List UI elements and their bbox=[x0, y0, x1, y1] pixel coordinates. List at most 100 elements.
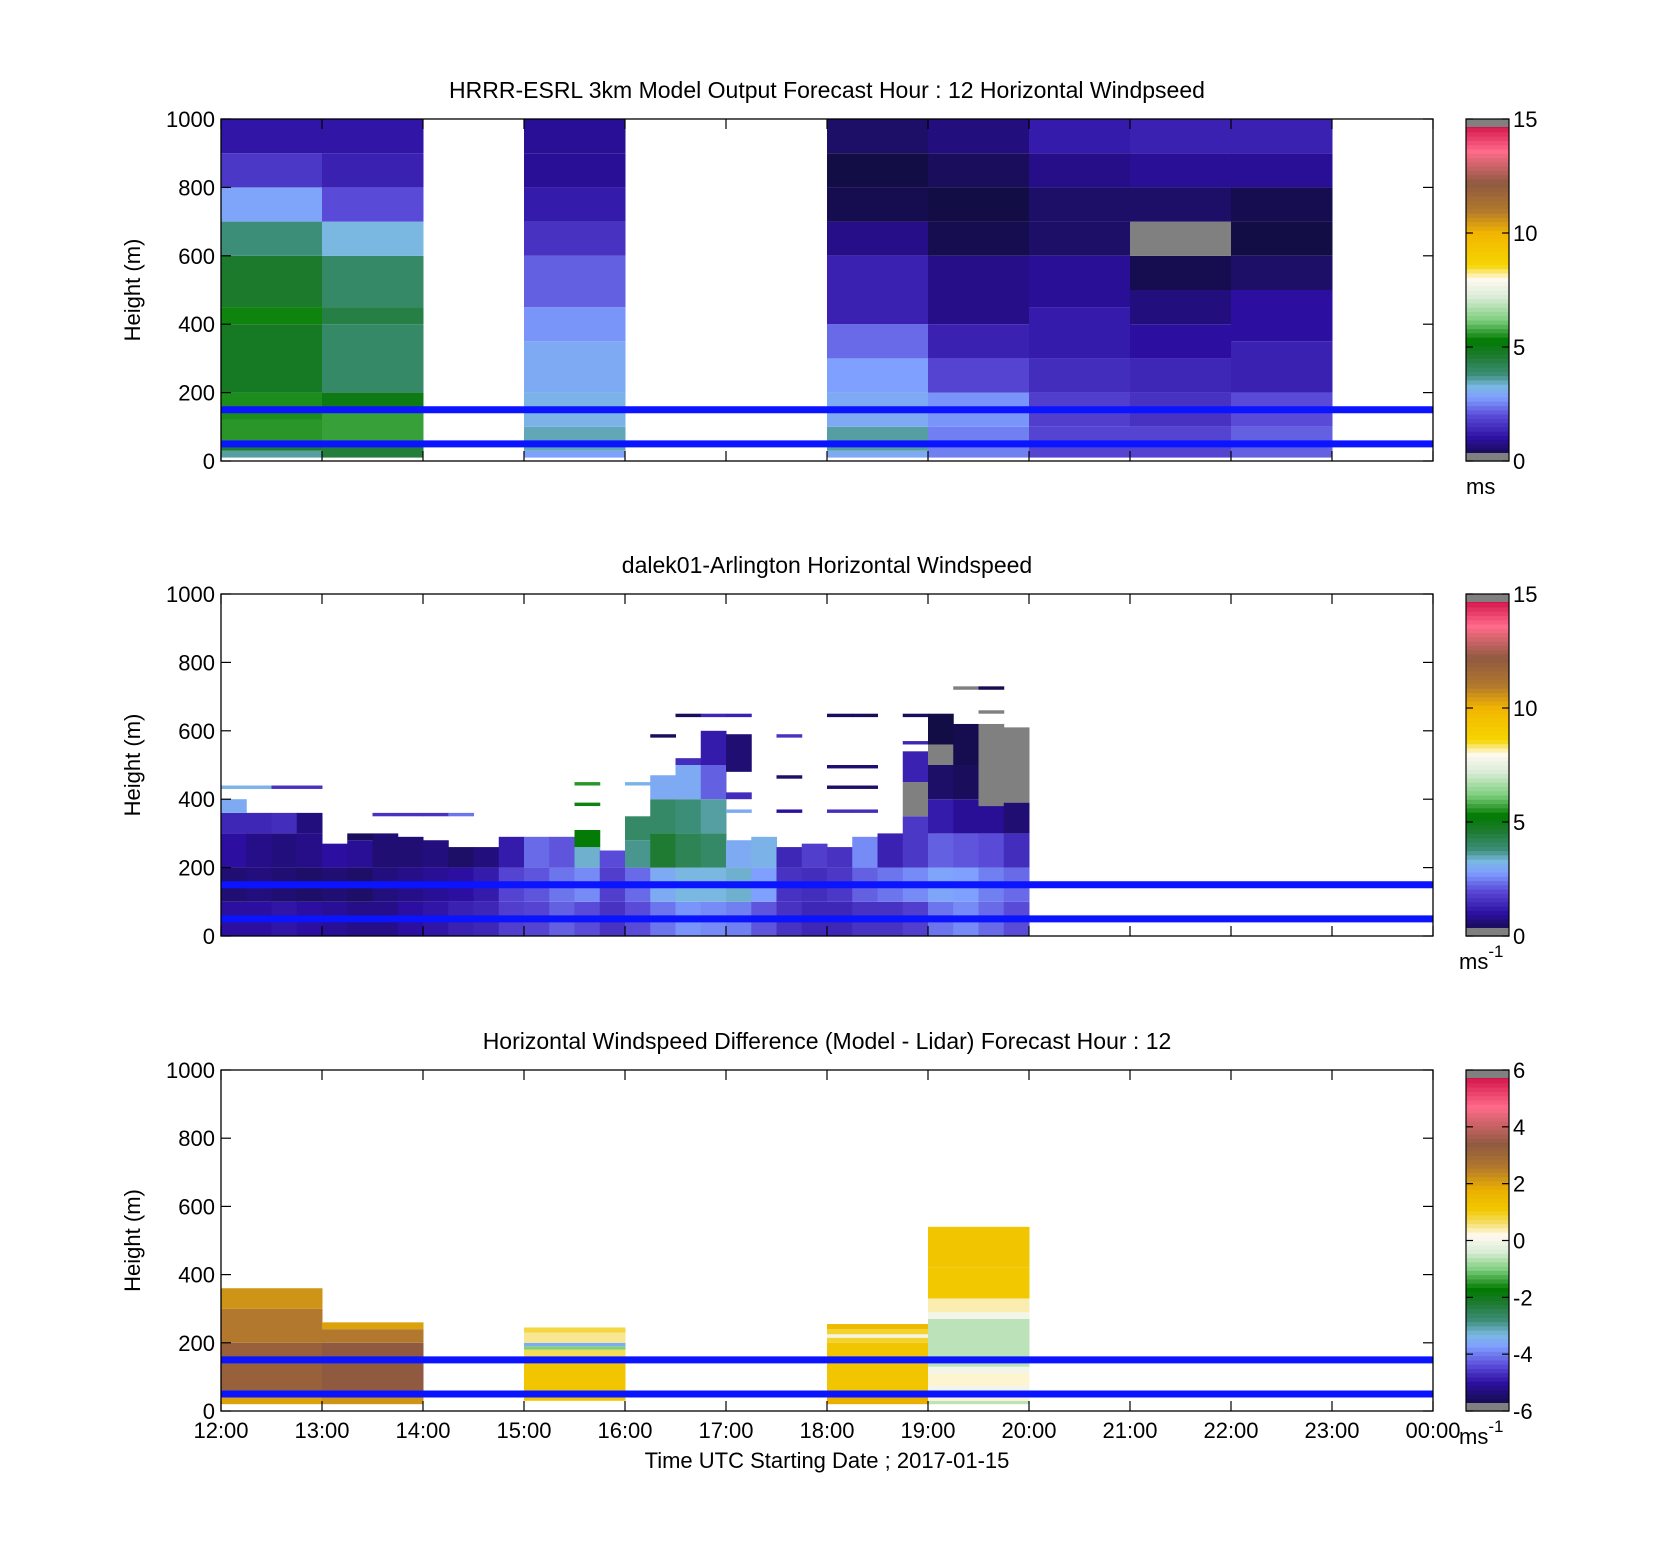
heatmap-cell bbox=[700, 713, 727, 718]
heatmap-cell bbox=[574, 802, 601, 807]
heatmap-cell bbox=[221, 1342, 323, 1398]
heatmap-cell bbox=[625, 840, 651, 868]
y-tick-label: 200 bbox=[178, 856, 215, 881]
colorbar-frame bbox=[1465, 593, 1510, 937]
heatmap-cell bbox=[827, 450, 929, 458]
colorbar-swatch bbox=[1466, 816, 1509, 822]
heatmap-cell bbox=[928, 1226, 1030, 1268]
heatmap-cell bbox=[700, 730, 727, 765]
heatmap-cell bbox=[827, 1324, 929, 1330]
colorbar-swatch bbox=[1466, 413, 1509, 419]
heatmap-cell bbox=[221, 1397, 323, 1405]
x-tick-label: 14:00 bbox=[395, 1418, 450, 1443]
colorbar-swatch bbox=[1466, 384, 1509, 389]
colorbar-swatch bbox=[1466, 328, 1509, 334]
colorbar-swatch bbox=[1466, 722, 1509, 728]
heatmap-cell bbox=[524, 1342, 626, 1347]
heatmap-cell bbox=[625, 816, 651, 841]
colorbar-swatch bbox=[1466, 166, 1509, 171]
heatmap-cell bbox=[827, 153, 929, 188]
colorbar-swatch bbox=[1466, 1104, 1509, 1109]
colorbar-swatch bbox=[1466, 268, 1509, 274]
colorbar-swatch bbox=[1466, 136, 1509, 141]
colorbar-swatch bbox=[1466, 803, 1509, 809]
colorbar-swatch bbox=[1466, 1197, 1509, 1203]
colorbar-swatch bbox=[1466, 1202, 1509, 1207]
colorbar-swatch bbox=[1466, 392, 1509, 398]
colorbar-swatch bbox=[1466, 272, 1509, 278]
heatmap-cell bbox=[877, 833, 904, 868]
heatmap-cell bbox=[928, 833, 954, 868]
colorbar-swatch bbox=[1466, 794, 1509, 800]
colorbar-unit-exponent: -1 bbox=[1488, 942, 1503, 961]
heatmap-cell bbox=[448, 847, 474, 868]
heatmap-cell bbox=[827, 847, 853, 868]
y-tick-label: 200 bbox=[178, 1331, 215, 1356]
colorbar-swatch bbox=[1466, 127, 1509, 133]
colorbar: -6 -4 -2 0 2 4 6 ms-1 bbox=[1459, 1058, 1533, 1449]
colorbar-swatch bbox=[1466, 174, 1509, 180]
heatmap-cell bbox=[599, 850, 626, 868]
colorbar-swatch bbox=[1466, 311, 1509, 317]
colorbar-swatch bbox=[1466, 1236, 1509, 1242]
colorbar-swatch bbox=[1466, 251, 1509, 257]
heatmap-cell bbox=[397, 812, 424, 817]
heatmap-cell bbox=[852, 836, 878, 868]
colorbar-tick-label: 15 bbox=[1513, 107, 1537, 132]
colorbar-swatch bbox=[1466, 824, 1509, 830]
colorbar-swatch bbox=[1466, 140, 1509, 146]
heatmap-cell bbox=[827, 1337, 929, 1343]
heatmap-cell bbox=[928, 1298, 1030, 1313]
y-tick-label: 400 bbox=[178, 312, 215, 337]
colorbar-swatch bbox=[1466, 1176, 1509, 1182]
colorbar-underflow bbox=[1466, 1403, 1509, 1411]
heatmap-cell bbox=[978, 833, 1005, 868]
heatmap-cell bbox=[347, 840, 373, 868]
heatmap-cell bbox=[221, 785, 247, 789]
heatmap-cell bbox=[1231, 119, 1333, 154]
colorbar-swatch bbox=[1466, 1214, 1509, 1220]
colorbar-swatch bbox=[1466, 888, 1509, 894]
heatmap-cell bbox=[978, 686, 1005, 690]
colorbar-tick-label: 0 bbox=[1513, 924, 1525, 949]
heatmap-cell bbox=[246, 812, 272, 834]
colorbar-swatch bbox=[1466, 1338, 1509, 1344]
colorbar-tick-label: -2 bbox=[1513, 1285, 1533, 1310]
panel-lidar-windspeed: dalek01-Arlington Horizontal Windspeed 0 2… bbox=[120, 552, 1537, 974]
heatmap-cell bbox=[524, 307, 626, 342]
heatmap-cell bbox=[271, 785, 298, 789]
colorbar-swatch bbox=[1466, 1364, 1509, 1369]
colorbar-swatch bbox=[1466, 756, 1509, 762]
colorbar-swatch bbox=[1466, 1087, 1509, 1092]
plot-title: Horizontal Windspeed Difference (Model -… bbox=[483, 1028, 1172, 1054]
colorbar-swatch bbox=[1466, 688, 1509, 693]
y-tick-label: 600 bbox=[178, 719, 215, 744]
colorbar-swatch bbox=[1466, 170, 1509, 176]
heatmap-cell bbox=[650, 775, 676, 800]
colorbar-swatch bbox=[1466, 1253, 1509, 1259]
heatmap-cell bbox=[827, 809, 853, 813]
colorbar-swatch bbox=[1466, 897, 1509, 903]
colorbar-swatch bbox=[1466, 683, 1509, 689]
colorbar-swatch bbox=[1466, 221, 1509, 227]
heatmap-cell bbox=[1029, 119, 1131, 154]
heatmap-cell bbox=[322, 409, 424, 441]
colorbar-swatch bbox=[1466, 700, 1509, 706]
heatmap-cell bbox=[1029, 153, 1131, 188]
colorbar-swatch bbox=[1466, 649, 1509, 655]
colorbar-swatch bbox=[1466, 893, 1509, 899]
heatmap-cell bbox=[322, 1397, 424, 1405]
heatmap-cell bbox=[221, 799, 247, 813]
colorbar-swatch bbox=[1466, 426, 1509, 432]
colorbar-swatch bbox=[1466, 777, 1509, 783]
colorbar-swatch bbox=[1466, 1368, 1509, 1374]
colorbar-swatch bbox=[1466, 448, 1509, 454]
heatmap-cell bbox=[322, 255, 424, 308]
heatmap-cell bbox=[625, 782, 651, 786]
heatmap-cell bbox=[902, 751, 929, 783]
heatmap-cell bbox=[827, 119, 929, 154]
colorbar-swatch bbox=[1466, 692, 1509, 698]
colorbar-swatch bbox=[1466, 1082, 1509, 1088]
colorbar-swatch bbox=[1466, 264, 1509, 270]
colorbar-swatch bbox=[1466, 396, 1509, 402]
